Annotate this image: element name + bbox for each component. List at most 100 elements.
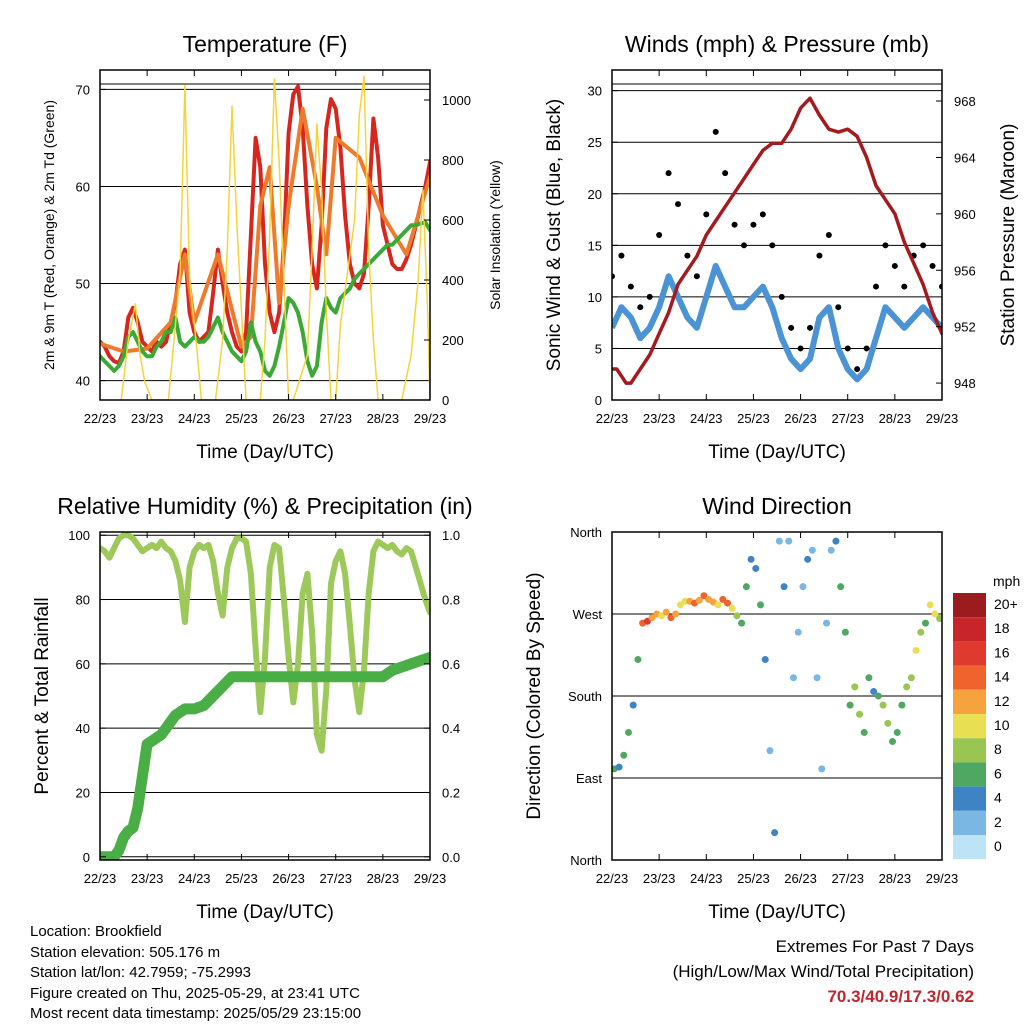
point-gust — [675, 201, 681, 208]
point-gust — [816, 252, 823, 259]
extremes-values: 70.3/40.9/17.3/0.62 — [827, 987, 974, 1006]
y2-tick-label: 600 — [442, 213, 464, 228]
panel-2: Winds (mph) & Pressure (mb) 22/23 23/23 24/… — [544, 31, 1019, 463]
legend-swatch — [953, 738, 986, 763]
series-9m-t — [100, 106, 430, 354]
legend-swatch — [953, 786, 986, 811]
direction-point — [738, 619, 746, 627]
station-location: Location: Brookfield — [30, 923, 162, 940]
y2-tick-label: 956 — [954, 263, 976, 278]
y-tick-label: 80 — [76, 593, 90, 608]
y2-tick-label: 0.6 — [442, 657, 460, 672]
series-station-pressure — [612, 96, 942, 385]
x-axis-label: Time (Day/UTC) — [196, 902, 334, 923]
y-tick-label: 0 — [595, 393, 602, 408]
x-tick-label: 25/23 — [225, 411, 258, 426]
point-gust — [741, 242, 747, 249]
y-axis-label: 2m & 9m T (Red, Orange) & 2m Td (Green) — [41, 100, 57, 370]
y-tick-label: 70 — [76, 82, 90, 97]
direction-point — [780, 583, 788, 591]
direction-point — [728, 605, 736, 613]
direction-point — [804, 555, 812, 563]
y2-tick-label: 0.4 — [442, 721, 460, 736]
legend-label: 10 — [994, 717, 1010, 733]
y2-axis-label: Solar Insolation (Yellow) — [487, 160, 503, 310]
direction-point — [724, 599, 731, 607]
direction-point — [672, 610, 680, 618]
x-tick-label: 22/23 — [84, 411, 117, 426]
panel-3: Relative Humidity (%) & Precipitation (i… — [32, 493, 473, 923]
direction-point — [936, 615, 942, 623]
direction-point — [625, 728, 632, 736]
legend-swatch — [953, 810, 986, 835]
point-gust — [618, 252, 625, 259]
extremes-title: Extremes For Past 7 Days — [775, 937, 974, 956]
legend-swatch — [953, 835, 986, 860]
x-tick-label: 27/23 — [831, 871, 864, 886]
x-tick-label: 26/23 — [784, 411, 817, 426]
direction-point — [714, 601, 722, 609]
legend-swatch — [953, 689, 986, 714]
series-solar-insolation — [120, 75, 430, 400]
point-gust — [627, 283, 634, 290]
x-tick-label: 28/23 — [367, 411, 400, 426]
point-gust — [807, 324, 813, 331]
chart-title: Winds (mph) & Pressure (mb) — [625, 31, 929, 57]
direction-point — [695, 596, 703, 604]
direction-point — [931, 610, 939, 618]
direction-point — [771, 829, 779, 837]
series-total-precipitation — [100, 651, 430, 860]
x-tick-label: 22/23 — [596, 411, 629, 426]
y2-tick-label: 968 — [954, 94, 976, 109]
direction-point — [922, 619, 929, 627]
plot-area — [612, 96, 942, 385]
direction-point — [676, 601, 684, 609]
direction-point — [837, 583, 845, 591]
y2-tick-label: 0.2 — [442, 785, 460, 800]
series-wind — [612, 262, 942, 383]
legend-swatch — [953, 762, 986, 787]
point-gust — [712, 128, 719, 135]
x-tick-label: 29/23 — [926, 871, 959, 886]
legend-label: 6 — [994, 765, 1002, 781]
recent-timestamp: Most recent data timestamp: 2025/05/29 2… — [30, 1005, 362, 1022]
direction-point — [648, 614, 656, 622]
y2-tick-label: 0.8 — [442, 593, 460, 608]
direction-point — [832, 537, 840, 545]
direction-point — [620, 751, 628, 759]
direction-point — [907, 674, 915, 682]
extremes-subtitle: (High/Low/Max Wind/Total Precipitation) — [672, 962, 974, 981]
direction-point — [766, 747, 774, 755]
direction-point — [700, 592, 708, 600]
point-gust — [844, 345, 851, 352]
direction-point — [658, 612, 665, 620]
legend-swatch — [953, 641, 986, 666]
y2-tick-label: 800 — [442, 153, 464, 168]
legend-label: 4 — [994, 790, 1002, 806]
direction-point — [634, 656, 642, 664]
x-tick-label: 24/23 — [178, 871, 211, 886]
legend-swatch — [953, 714, 986, 739]
x-tick-label: 28/23 — [879, 411, 912, 426]
plot-frame — [611, 69, 943, 401]
point-gust — [920, 242, 927, 249]
y-tick-label: 100 — [68, 528, 90, 543]
point-gust — [788, 324, 795, 331]
plot-area — [100, 75, 430, 400]
station-elevation: Station elevation: 505.176 m — [30, 943, 221, 961]
x-tick-label: 23/23 — [131, 871, 164, 886]
direction-point — [889, 738, 896, 746]
chart-title: Relative Humidity (%) & Precipitation (i… — [57, 493, 472, 519]
direction-point — [846, 701, 854, 709]
extremes-block: Extremes For Past 7 Days (High/Low/Max W… — [673, 934, 974, 1009]
direction-point — [790, 674, 797, 682]
y-tick-label: 10 — [588, 290, 602, 305]
direction-point — [775, 537, 783, 545]
point-gust — [882, 242, 889, 249]
direction-point — [667, 614, 675, 622]
direction-point — [742, 583, 750, 591]
point-gust — [854, 366, 861, 373]
point-gust — [873, 283, 879, 290]
direction-point — [662, 608, 670, 616]
